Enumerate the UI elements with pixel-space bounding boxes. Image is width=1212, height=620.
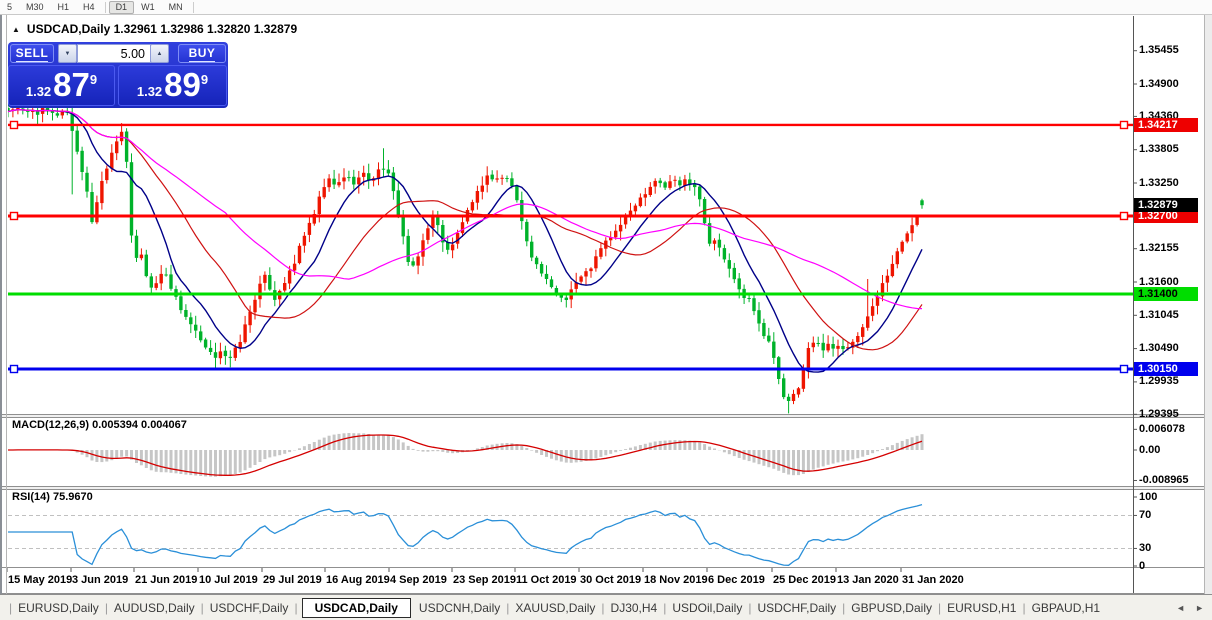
- macd-signal-line: [8, 434, 923, 476]
- window-border-left: [0, 15, 2, 594]
- chart-border-left: [6, 15, 7, 594]
- timeframe-button-h4[interactable]: H4: [83, 2, 95, 12]
- line-handle[interactable]: [9, 120, 19, 130]
- one-click-trading-panel: SELL ▼ 5.00 ▲ BUY 1.32 87 9 1.32 89 9: [8, 42, 228, 108]
- ma-line: [8, 109, 923, 310]
- tab-separator: |: [294, 600, 298, 615]
- sell-price-display[interactable]: 1.32 87 9: [8, 65, 115, 106]
- spinner-down-icon: ▼: [64, 50, 71, 57]
- chart-tab-usdoil-daily[interactable]: USDOil,Daily: [672, 600, 743, 615]
- rsi-label: RSI(14) 75.9670: [12, 491, 93, 503]
- chart-tab-usdcad-daily[interactable]: USDCAD,Daily: [301, 597, 411, 618]
- chart-tab-eurusd-h1[interactable]: EURUSD,H1: [947, 600, 1017, 615]
- buy-price-big: 89: [164, 66, 201, 103]
- tab-separator: |: [601, 600, 605, 615]
- one-click-panel-toggle-icon[interactable]: ▲: [12, 24, 20, 34]
- tab-separator: |: [9, 600, 13, 615]
- chart-tab-xauusd-daily[interactable]: XAUUSD,Daily: [515, 600, 596, 615]
- volume-decrease-button[interactable]: ▼: [58, 44, 77, 63]
- rsi-line: [8, 503, 923, 566]
- timeframe-button-d1[interactable]: D1: [108, 0, 135, 14]
- line-handle[interactable]: [1119, 120, 1129, 130]
- sell-price-big: 87: [53, 66, 90, 103]
- sell-price-sup: 9: [89, 72, 98, 87]
- chart-tab-audusd-daily[interactable]: AUDUSD,Daily: [113, 600, 195, 615]
- tab-separator: |: [748, 600, 752, 615]
- timeframe-button-mn[interactable]: MN: [168, 2, 183, 12]
- buy-button[interactable]: BUY: [178, 44, 226, 63]
- timeframe-button-5[interactable]: 5: [7, 2, 13, 12]
- macd-label: MACD(12,26,9) 0.005394 0.004067: [12, 419, 187, 431]
- volume-increase-button[interactable]: ▲: [150, 44, 169, 63]
- volume-input[interactable]: 5.00: [77, 44, 151, 63]
- tab-separator: |: [200, 600, 204, 615]
- timeframe-button-w1[interactable]: W1: [141, 2, 155, 12]
- spinner-up-icon: ▲: [156, 50, 163, 57]
- toolbar-separator: [192, 1, 194, 13]
- tab-scroll-left-icon[interactable]: ◄: [1176, 602, 1186, 613]
- chart-title: ▲ USDCAD,Daily 1.32961 1.32986 1.32820 1…: [12, 22, 297, 36]
- line-handle[interactable]: [1119, 364, 1129, 374]
- sell-button[interactable]: SELL: [10, 44, 54, 63]
- chart-tab-usdchf-daily[interactable]: USDCHF,Daily: [757, 600, 837, 615]
- buy-button-label: BUY: [188, 45, 216, 62]
- line-handle[interactable]: [9, 364, 19, 374]
- tab-scroll-right-icon[interactable]: ►: [1195, 602, 1204, 613]
- sell-price-prefix: 1.32: [25, 84, 52, 99]
- chart-title-text: USDCAD,Daily 1.32961 1.32986 1.32820 1.3…: [26, 22, 298, 36]
- macd-histogram: [11, 433, 924, 477]
- toolbar-separator: [104, 1, 106, 13]
- ma-line: [8, 108, 923, 373]
- buy-price-sup: 9: [200, 72, 209, 87]
- chart-tab-gbpaud-h1[interactable]: GBPAUD,H1: [1031, 600, 1101, 615]
- line-handle[interactable]: [1119, 211, 1129, 221]
- chart-tab-usdchf-daily[interactable]: USDCHF,Daily: [209, 600, 289, 615]
- ma-line: [8, 109, 923, 351]
- tab-scroll-arrows: ◄ ►: [1176, 603, 1212, 613]
- tab-separator: |: [937, 600, 942, 615]
- tab-separator: |: [506, 600, 510, 615]
- buy-price-display[interactable]: 1.32 89 9: [118, 65, 227, 106]
- chart-tab-eurusd-daily[interactable]: EURUSD,Daily: [18, 600, 99, 615]
- line-handle[interactable]: [9, 211, 19, 221]
- tab-separator: |: [104, 600, 108, 615]
- right-edge-strip: [1205, 15, 1212, 594]
- chart-tab-bar: | EURUSD,Daily | AUDUSD,Daily | USDCHF,Daily |…: [0, 594, 1212, 620]
- tab-separator: |: [842, 600, 846, 615]
- chart-tab-gbpusd-daily[interactable]: GBPUSD,Daily: [851, 600, 932, 615]
- chart-tab-dj30-h4[interactable]: DJ30,H4: [610, 600, 658, 615]
- tab-separator: |: [1022, 600, 1026, 615]
- timeframe-toolbar: 5 M30 H1 H4 D1 W1 MN: [0, 0, 1212, 15]
- chart-tab-usdcnh-daily[interactable]: USDCNH,Daily: [418, 600, 501, 615]
- chart-border-right: [1204, 15, 1205, 594]
- tab-separator: |: [663, 600, 667, 615]
- sell-button-label: SELL: [15, 45, 49, 62]
- buy-price-prefix: 1.32: [136, 84, 163, 99]
- timeframe-button-m30[interactable]: M30: [26, 2, 44, 12]
- candles: [8, 99, 924, 414]
- timeframe-button-h1[interactable]: H1: [57, 2, 70, 12]
